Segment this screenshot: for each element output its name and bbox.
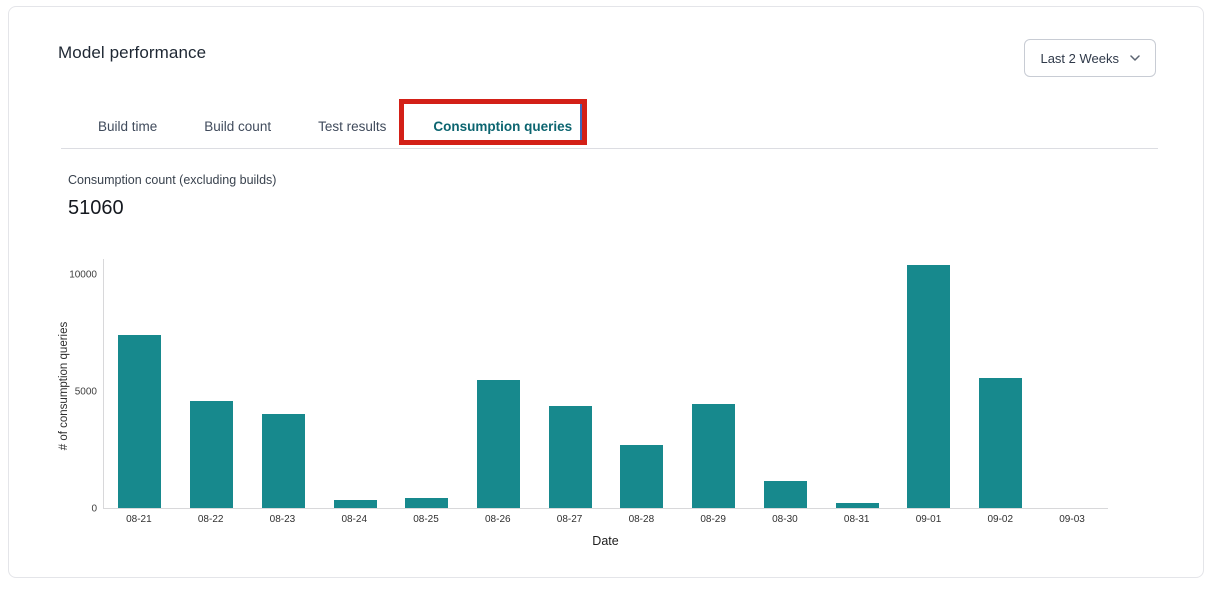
chart-bar-08-23[interactable] (261, 413, 305, 508)
x-axis-title: Date (592, 534, 619, 548)
chart-bar-08-31[interactable] (835, 503, 879, 508)
bar-slot (749, 259, 821, 508)
y-tick-label: 5000 (74, 386, 97, 398)
x-tick-label: 08-23 (269, 514, 296, 525)
tab-build-time[interactable]: Build time (98, 118, 158, 134)
chart-bar-08-24[interactable] (333, 500, 377, 508)
tab-test-results[interactable]: Test results (318, 118, 387, 134)
chart-bar-08-30[interactable] (763, 481, 807, 508)
chart-bar-08-21[interactable] (118, 334, 162, 508)
x-axis-labels: 08-21 08-22 08-23 08-24 08-25 08-26 08-27 08-28… (103, 514, 1108, 525)
tab-build-count[interactable]: Build count (204, 118, 272, 134)
bar-slot (534, 259, 606, 508)
chevron-down-icon (1130, 55, 1140, 61)
x-tick-label: 08-28 (628, 514, 655, 525)
bar-slot (104, 259, 176, 508)
bar-slot (176, 259, 248, 508)
tab-bar: Build time Build count Test results Cons… (61, 104, 1158, 149)
period-selector[interactable]: Last 2 Weeks (1024, 39, 1156, 77)
bar-slot (893, 259, 965, 508)
x-tick-label: 08-29 (700, 514, 726, 525)
bar-slot (606, 259, 678, 508)
chart-bar-08-26[interactable] (476, 379, 520, 508)
x-tick-label: 08-30 (772, 514, 798, 525)
metric-value: 51060 (68, 197, 124, 219)
y-axis-ticks: 0 5000 10000 (9, 259, 97, 515)
x-tick-label: 08-24 (341, 514, 368, 525)
model-performance-card: Model performance Last 2 Weeks Build tim… (8, 6, 1204, 578)
chart-bar-09-02[interactable] (978, 378, 1022, 508)
tab-consumption-queries[interactable]: Consumption queries (433, 118, 573, 134)
chart-bar-08-28[interactable] (620, 444, 664, 508)
period-selector-label: Last 2 Weeks (1040, 50, 1119, 66)
x-tick-label: 09-02 (987, 514, 1014, 525)
y-tick-label: 10000 (69, 269, 97, 281)
bar-slot (319, 259, 391, 508)
bar-slot (463, 259, 535, 508)
x-tick-label: 08-26 (485, 514, 511, 525)
consumption-queries-chart: 08-21 08-22 08-23 08-24 08-25 08-26 08-27 08-28… (103, 259, 1108, 548)
bar-slot (1036, 259, 1108, 508)
chart-bar-08-29[interactable] (692, 404, 736, 508)
bar-slot (247, 259, 319, 508)
page-title: Model performance (58, 43, 207, 62)
y-tick-label: 0 (91, 503, 97, 515)
x-tick-label: 08-22 (197, 514, 224, 525)
chart-bar-08-27[interactable] (548, 405, 592, 508)
x-tick-label: 08-25 (413, 514, 439, 525)
chart-bar-09-01[interactable] (907, 264, 951, 508)
metric-label: Consumption count (excluding builds) (68, 173, 277, 187)
x-tick-label: 09-03 (1059, 514, 1085, 525)
x-tick-label: 08-21 (126, 514, 152, 525)
bar-slot (821, 259, 893, 508)
bar-slot (965, 259, 1037, 508)
bar-slot (391, 259, 463, 508)
x-tick-label: 08-27 (556, 514, 583, 525)
chart-bar-08-22[interactable] (190, 401, 234, 508)
chart-bar-08-25[interactable] (405, 497, 449, 508)
x-tick-label: 08-31 (843, 514, 870, 525)
bar-slot (678, 259, 750, 508)
plot-area (103, 259, 1108, 509)
x-tick-label: 09-01 (915, 514, 942, 525)
